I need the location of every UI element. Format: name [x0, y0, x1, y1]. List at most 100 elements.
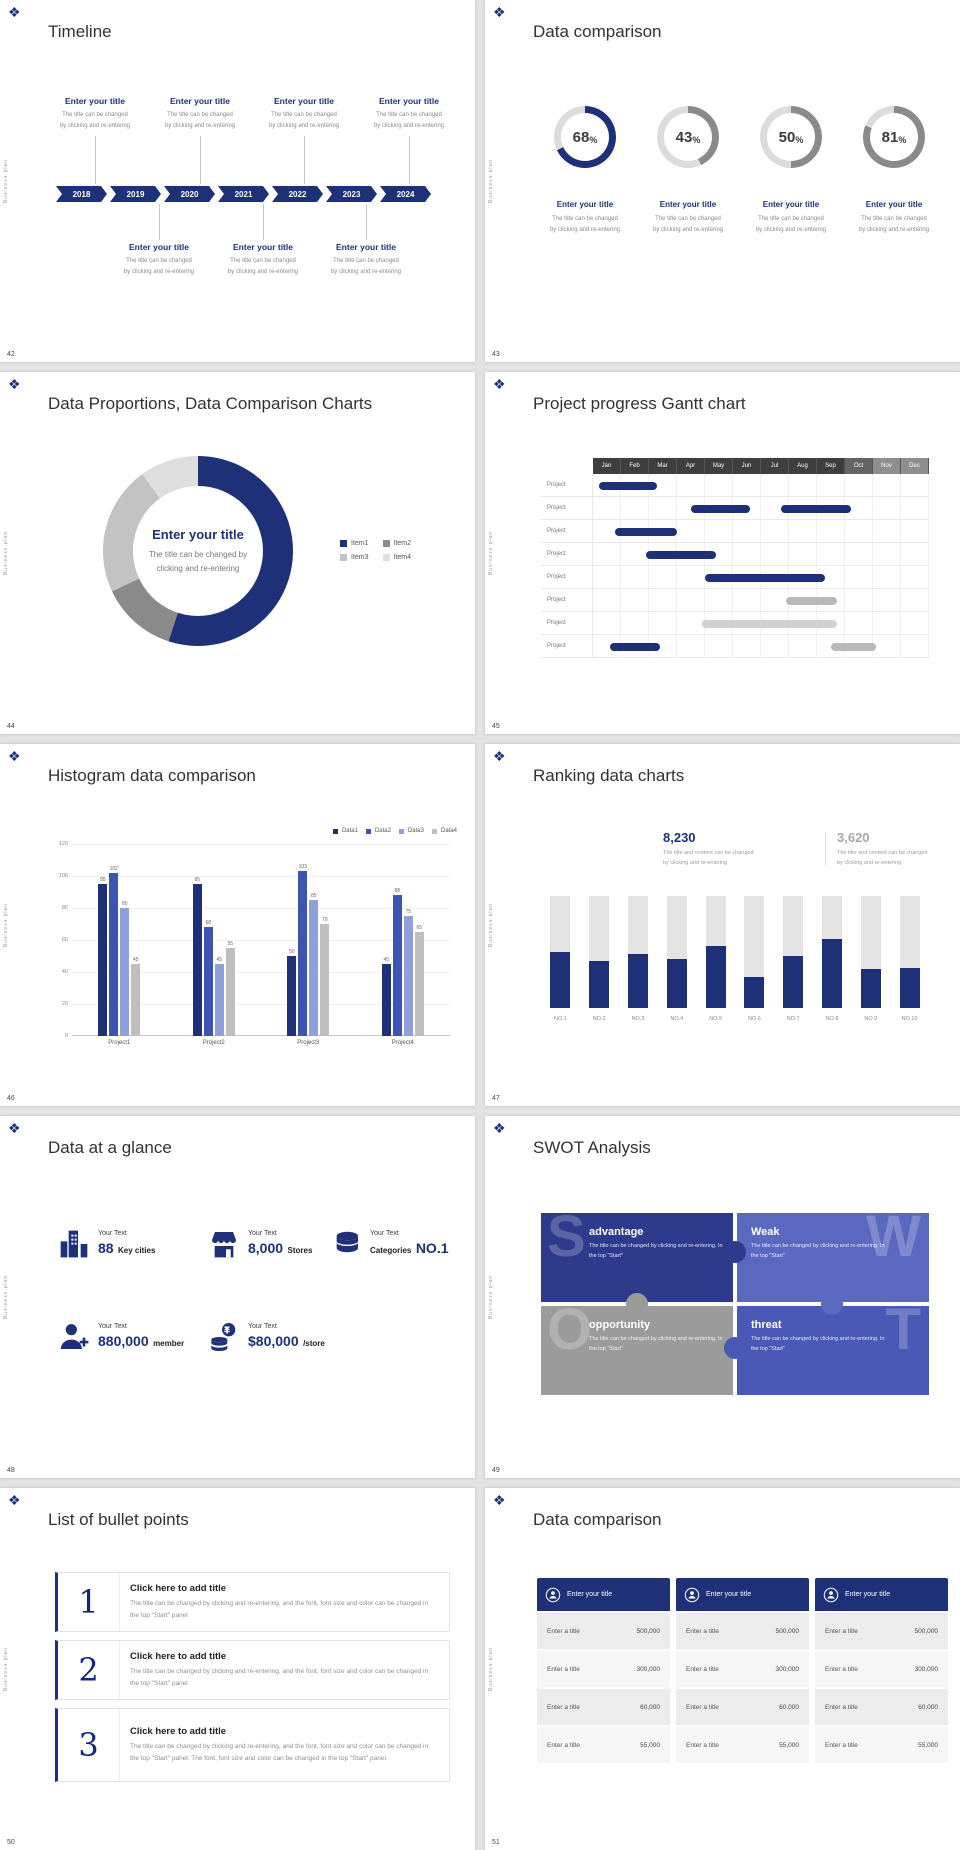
slide-51-data-comparison-tables[interactable]: ❖ Business plan 51 Data comparison Enter… [485, 1488, 960, 1850]
gantt-bar [609, 642, 661, 651]
table-row: Enter a title 60,000 [676, 1689, 809, 1725]
donut-ring: 50% [760, 106, 822, 168]
brand-logo-icon: ❖ [493, 748, 506, 764]
percent-value: 50% [760, 106, 822, 168]
slide-43-data-comparison[interactable]: ❖ Business plan 43 Data comparison 68% En… [485, 0, 960, 362]
slide-50-bullet-list[interactable]: ❖ Business plan 50 List of bullet points… [0, 1488, 475, 1850]
caption-line: The title can be changed [126, 258, 192, 264]
percent-ring-block: 68% Enter your title The title can be chan… [530, 106, 640, 236]
swot-body: The title can be changed by clicking and… [751, 1243, 885, 1259]
gantt-cell [621, 612, 649, 634]
timeline-item-caption: The title can be changed by clicking and … [43, 110, 147, 132]
brand-logo-icon: ❖ [8, 1492, 21, 1508]
gantt-cell [705, 589, 733, 611]
timeline-item: Enter your title The title can be changed… [148, 96, 252, 132]
timeline-item-caption: The title can be changed by clicking and … [211, 256, 315, 278]
gantt-month-cell: Dec [901, 458, 929, 474]
ranking-bar [666, 958, 687, 1008]
ring-title: Enter your title [865, 200, 923, 209]
row-label: Enter a title [547, 1703, 580, 1711]
gantt-cell [593, 612, 621, 634]
percent-rings-canvas: 68% Enter your title The title can be chan… [485, 0, 960, 362]
gantt-cell [705, 543, 733, 565]
gantt-bar [646, 550, 717, 559]
timeline-item-title: Enter your title [65, 96, 125, 106]
y-tick-label: 40 [61, 969, 68, 975]
legend-swatch [340, 554, 347, 561]
ranking-label: NO.6 [747, 1016, 761, 1022]
timeline-item-title: Enter your title [233, 242, 293, 252]
slide-49-swot[interactable]: ❖ Business plan 49 SWOT Analysis S advan… [485, 1116, 960, 1478]
ranking-track [860, 896, 881, 1008]
timeline-year-chip: 2019 [110, 186, 161, 202]
bullet-number: 3 [58, 1709, 120, 1781]
legend-swatch [382, 540, 390, 547]
page-number: 47 [492, 1095, 500, 1102]
gantt-row: Project [541, 635, 929, 658]
bar-value-label: 102 [109, 865, 118, 872]
gantt-cell [733, 635, 761, 657]
table-row: Enter a title 500,000 [676, 1613, 809, 1649]
puzzle-tab [821, 1293, 843, 1315]
legend-item: Data3 [398, 828, 424, 834]
gantt-cell [789, 474, 817, 496]
ranking-bar [589, 960, 610, 1008]
caption-line: The title can be changed [271, 112, 337, 118]
ranking-track [705, 896, 726, 1008]
timeline-year-chip: 2024 [380, 186, 431, 202]
ranking-bar [822, 938, 842, 1008]
donut-ring: 43% [657, 106, 719, 168]
slide-46-histogram[interactable]: ❖ Business plan 46 Histogram data compar… [0, 744, 475, 1106]
bar: 80 [120, 901, 130, 1036]
stat-unit: /store [303, 1339, 325, 1348]
bar: 85 [309, 893, 319, 1036]
swot-piece-strength: S advantage The title can be changed by … [541, 1205, 733, 1302]
bar-value-label: 88 [394, 888, 401, 895]
puzzle-tab [626, 1293, 648, 1315]
percent-value: 43% [657, 106, 719, 168]
person-badge-icon [823, 1587, 839, 1603]
ring-caption: Enter your title The title can be changed… [736, 200, 846, 236]
slide-45-gantt[interactable]: ❖ Business plan 45 Project progress Gant… [485, 372, 960, 734]
legend-label: Item4 [393, 554, 412, 561]
slide-44-data-proportions[interactable]: ❖ Business plan 44 Data Proportions, Dat… [0, 372, 475, 734]
ranking-label: NO.9 [864, 1016, 878, 1022]
caption-line: The title can be changed [758, 216, 824, 222]
slide-47-ranking[interactable]: ❖ Business plan 47 Ranking data charts 8… [485, 744, 960, 1106]
gantt-cell [845, 520, 873, 542]
bullet-heading: Click here to add title [130, 1651, 227, 1663]
gantt-cell [733, 474, 761, 496]
gantt-cell [733, 543, 761, 565]
ring-caption: Enter your title The title can be changed… [530, 200, 640, 236]
ring-title: Enter your title [762, 200, 820, 209]
bar-group: 95 68 45 55 [192, 877, 235, 1036]
coins-icon [208, 1321, 240, 1353]
bar-group: 95 102 80 45 [98, 866, 141, 1036]
gridline [72, 1004, 450, 1005]
gantt-cell [789, 543, 817, 565]
legend-item: Data2 [365, 828, 391, 834]
bar-value-label: 45 [132, 957, 139, 963]
legend-label: Item2 [393, 540, 412, 547]
ring-title: Enter your title [659, 200, 717, 209]
y-tick-label: 80 [61, 905, 68, 911]
table-row: Enter a title 55,000 [537, 1727, 670, 1763]
gantt-cell [845, 497, 873, 519]
timeline-item-title: Enter your title [336, 242, 396, 252]
gantt-cell [845, 474, 873, 496]
gantt-row-label: Project [541, 520, 593, 542]
slide-42-timeline[interactable]: ❖ Business plan 42 Timeline 2018 2019 2020… [0, 0, 475, 362]
ring-caption-lines: The title can be changed by clicking and … [530, 214, 640, 236]
slide-48-data-at-a-glance[interactable]: ❖ Business plan 48 Data at a glance Your… [0, 1116, 475, 1478]
swot-body: The title can be changed by clicking and… [589, 1336, 723, 1352]
gantt-cell [901, 566, 929, 588]
row-value: 300,000 [636, 1665, 661, 1673]
gantt-bar [598, 481, 658, 490]
side-label: Business plan [488, 1646, 494, 1692]
timeline-item-caption: The title can be changed by clicking and … [107, 256, 211, 278]
person-badge-icon [684, 1587, 700, 1603]
cylinder-icon [330, 1228, 362, 1260]
gantt-cell [901, 520, 929, 542]
timeline-year-chip: 2018 [56, 186, 107, 202]
gantt-row: Project [541, 520, 929, 543]
